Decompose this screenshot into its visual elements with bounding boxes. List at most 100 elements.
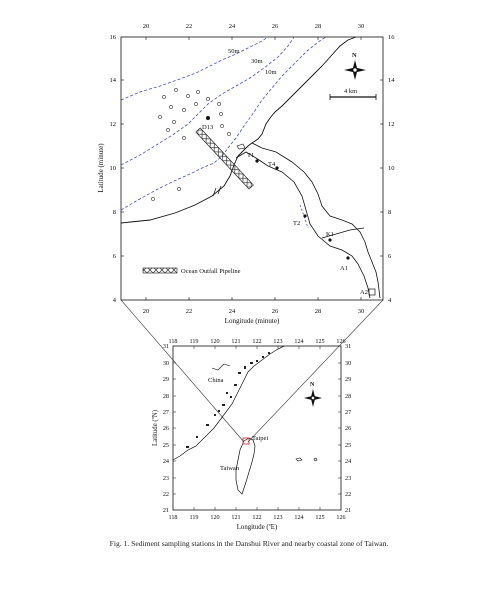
top-xtick-bottom: 30 <box>358 308 365 315</box>
taipei-label: Taipei <box>252 435 268 442</box>
top-ytick-right: 14 <box>388 77 395 84</box>
station-a1-label: A1 <box>340 265 348 272</box>
figure-caption: Fig. 1. Sediment sampling stations in th… <box>109 539 389 548</box>
small-island <box>313 457 318 462</box>
bottom-xtick-bottom: 118 <box>168 514 177 521</box>
bottom-map-xlabel: Longitude (ºE) <box>237 524 277 531</box>
depth-contour-50m <box>120 36 269 101</box>
station-d13-marker <box>206 116 210 120</box>
bottom-xtick-top: 118 <box>168 338 177 345</box>
bottom-xtick-top: 126 <box>336 338 345 345</box>
bottom-ytick-left: 31 <box>163 343 169 350</box>
bottom-xtick-bottom: 125 <box>315 514 324 521</box>
top-map-river-channel <box>299 204 309 229</box>
depth-label-30m: 30m <box>251 58 263 65</box>
bottom-x-ticks-top: 118 119 120 121 122 123 124 125 126 <box>168 338 345 345</box>
bottom-xtick-bottom: 119 <box>189 514 198 521</box>
bottom-xtick-bottom: 122 <box>252 514 261 521</box>
top-y-ticks-left: 16 14 12 10 8 6 4 <box>110 34 117 304</box>
bottom-ytick-right: 31 <box>345 343 351 350</box>
bottom-xtick-top: 121 <box>231 338 240 345</box>
top-xtick-top: 28 <box>315 23 322 30</box>
top-xtick-top: 24 <box>229 23 236 30</box>
top-xtick-bottom: 22 <box>186 308 193 315</box>
top-xtick-bottom: 26 <box>272 308 279 315</box>
bottom-north-label: N <box>310 382 315 388</box>
taiwan-island <box>235 437 256 495</box>
bottom-ytick-right: 29 <box>345 376 351 383</box>
top-map-tributary <box>321 227 365 239</box>
inset-connector-lines <box>120 299 384 443</box>
station-t2-marker <box>303 214 307 218</box>
china-label: China <box>208 377 224 384</box>
depth-contour-30m <box>120 36 295 166</box>
top-ytick-left: 14 <box>110 77 117 84</box>
bottom-xtick-top: 123 <box>273 338 282 345</box>
top-map-frame <box>120 36 384 301</box>
bottom-ytick-left: 25 <box>163 442 169 449</box>
top-map: D13 T1 T4 T2 K1 A1 A2 50m 30m 10m N 4 km… <box>97 23 395 325</box>
bottom-ytick-left: 21 <box>163 507 169 514</box>
bottom-ytick-right: 24 <box>345 458 351 465</box>
top-xtick-bottom: 20 <box>143 308 150 315</box>
bottom-xtick-top: 124 <box>294 338 303 345</box>
bottom-ytick-left: 28 <box>163 393 169 400</box>
top-y-ticks-right: 16 14 12 10 8 6 4 <box>388 34 395 304</box>
top-map-coastline <box>120 36 357 224</box>
bottom-ytick-left: 27 <box>163 409 169 416</box>
bottom-x-ticks-bottom: 118 119 120 121 122 123 124 125 126 <box>168 514 345 521</box>
bottom-xtick-top: 125 <box>315 338 324 345</box>
bottom-north-arrow-icon <box>304 389 322 407</box>
top-ytick-right: 8 <box>388 209 391 216</box>
bottom-ytick-right: 26 <box>345 425 351 432</box>
bottom-ytick-right: 23 <box>345 475 351 482</box>
bottom-ytick-left: 26 <box>163 425 169 432</box>
bottom-xtick-bottom: 126 <box>336 514 345 521</box>
bottom-ytick-right: 21 <box>345 507 351 514</box>
station-d13-label: D13 <box>202 124 213 131</box>
top-x-ticks-bottom: 20 22 24 26 28 30 <box>143 308 365 315</box>
top-map-river-bank-north <box>251 142 381 299</box>
top-ytick-right: 10 <box>388 165 395 172</box>
top-north-arrow-icon <box>344 60 366 80</box>
bottom-y-ticks-right: 31 30 29 28 27 26 25 24 23 22 21 <box>345 343 351 514</box>
top-xtick-bottom: 24 <box>229 308 236 315</box>
bottom-xtick-bottom: 124 <box>294 514 303 521</box>
station-t1-marker <box>255 159 259 163</box>
top-xtick-top: 20 <box>143 23 150 30</box>
top-ytick-right: 6 <box>388 253 392 260</box>
bottom-xtick-bottom: 120 <box>210 514 219 521</box>
bottom-xtick-top: 122 <box>252 338 261 345</box>
station-t2-label: T2 <box>293 220 300 227</box>
bottom-tick-marks <box>173 346 341 510</box>
bottom-map: Taipei China Taiwan N 118 119 120 121 12… <box>152 338 351 531</box>
legend-pipeline-swatch <box>142 267 178 274</box>
station-t1-label: T1 <box>247 152 254 159</box>
top-tick-marks <box>121 37 383 300</box>
scale-bar-label: 4 km <box>344 88 357 95</box>
top-map-xlabel: Longitude (minute) <box>225 317 280 325</box>
top-map-river-bank-south <box>235 151 371 299</box>
bottom-ytick-left: 29 <box>163 376 169 383</box>
top-map-harbor <box>212 185 222 197</box>
bottom-xtick-bottom: 121 <box>231 514 240 521</box>
top-xtick-top: 26 <box>272 23 279 30</box>
small-island <box>295 457 303 462</box>
top-ytick-left: 16 <box>110 34 117 41</box>
top-xtick-top: 22 <box>186 23 193 30</box>
legend-pipeline-label: Ocean Outfall Pipeline <box>181 268 241 275</box>
bottom-ytick-left: 22 <box>163 491 169 498</box>
bottom-ytick-left: 24 <box>163 458 169 465</box>
depth-label-10m: 10m <box>265 69 277 76</box>
station-k1-marker <box>328 238 332 242</box>
top-ytick-right: 4 <box>388 297 392 304</box>
station-a1-marker <box>346 256 350 260</box>
taiwan-label: Taiwan <box>220 465 240 472</box>
china-bay <box>211 363 231 371</box>
bottom-xtick-top: 120 <box>210 338 219 345</box>
bottom-ytick-left: 23 <box>163 475 169 482</box>
depth-label-50m: 50m <box>228 48 240 55</box>
bottom-ytick-right: 22 <box>345 491 351 498</box>
top-ytick-left: 4 <box>113 297 117 304</box>
